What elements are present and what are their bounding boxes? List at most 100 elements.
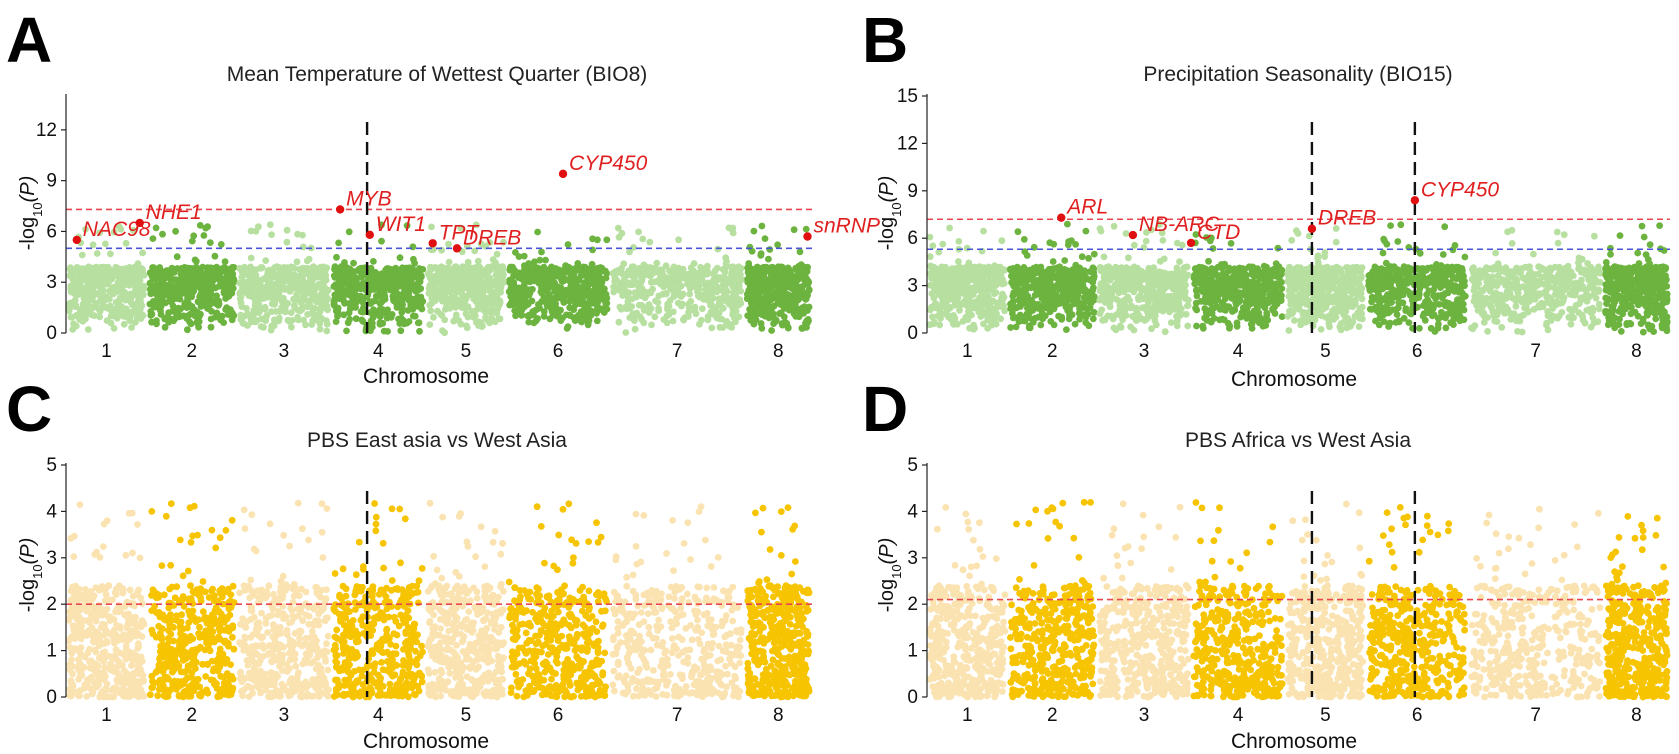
snp-point xyxy=(984,286,992,293)
snp-point xyxy=(1112,264,1120,271)
snp-point xyxy=(398,304,406,312)
snp-point xyxy=(105,277,113,285)
snp-point xyxy=(669,317,677,325)
snp-point xyxy=(953,296,960,304)
snp-point xyxy=(90,289,98,297)
snp-point xyxy=(140,271,148,279)
snp-point xyxy=(654,299,662,306)
snp-point xyxy=(758,324,766,332)
snp-point xyxy=(990,275,997,283)
snp-point xyxy=(696,320,703,328)
snp-point xyxy=(946,303,954,311)
snp-point xyxy=(156,300,164,307)
snp-point xyxy=(726,279,734,287)
snp-point xyxy=(1073,295,1081,303)
snp-point xyxy=(199,282,207,290)
snp-point xyxy=(1082,287,1090,294)
snp-point xyxy=(696,293,704,301)
snp-point xyxy=(229,284,237,292)
snp-point xyxy=(729,229,737,237)
snp-point xyxy=(635,301,643,309)
snp-point xyxy=(120,320,128,328)
snp-point xyxy=(331,265,338,273)
snp-point xyxy=(299,276,307,284)
snp-point xyxy=(457,282,464,290)
snp-point xyxy=(74,289,81,297)
snp-point xyxy=(999,302,1007,309)
snp-point xyxy=(767,269,775,277)
snp-point xyxy=(938,280,946,287)
snp-point xyxy=(359,318,367,325)
snp-point xyxy=(213,292,221,300)
y-tick-label: 6 xyxy=(46,221,57,242)
gene-label: DREB xyxy=(463,226,521,249)
snp-point xyxy=(603,236,611,244)
snp-point xyxy=(256,284,263,292)
snp-point xyxy=(801,303,808,310)
snp-point xyxy=(548,308,556,315)
snp-point xyxy=(196,294,204,301)
snp-point xyxy=(1133,309,1141,317)
snp-point xyxy=(543,302,551,310)
snp-point xyxy=(663,289,670,297)
x-tick-label: 4 xyxy=(373,341,384,362)
snp-point xyxy=(1096,225,1104,233)
snp-point xyxy=(417,285,425,292)
gene-point xyxy=(72,235,81,245)
snp-point xyxy=(253,317,261,324)
gene-label: MYB xyxy=(346,187,392,210)
snp-point xyxy=(615,318,623,326)
snp-point xyxy=(563,325,571,332)
snp-point xyxy=(685,270,693,278)
snp-point xyxy=(287,309,295,316)
snp-point xyxy=(78,251,86,259)
snp-point xyxy=(992,289,1000,296)
snp-point xyxy=(407,278,415,285)
snp-point xyxy=(1040,297,1048,305)
snp-point xyxy=(572,301,579,309)
snp-point xyxy=(1085,322,1093,330)
gene-label: snRNP xyxy=(814,215,881,238)
snp-point xyxy=(147,312,155,319)
snp-point xyxy=(84,326,92,333)
snp-point xyxy=(247,227,255,235)
snp-point xyxy=(1098,280,1105,288)
snp-point xyxy=(122,239,130,247)
snp-point xyxy=(945,294,953,302)
snp-point xyxy=(715,309,723,317)
snp-point xyxy=(778,269,786,276)
gene-point xyxy=(365,230,374,240)
snp-point xyxy=(265,275,273,283)
snp-point xyxy=(932,287,939,295)
snp-point xyxy=(934,312,942,319)
snp-point xyxy=(723,258,730,265)
snp-point xyxy=(762,307,769,315)
snp-point xyxy=(990,264,998,272)
snp-point xyxy=(430,313,437,321)
gene-point xyxy=(558,169,568,179)
snp-point xyxy=(243,305,250,312)
snp-point xyxy=(790,226,798,234)
snp-point xyxy=(204,305,212,312)
snp-point xyxy=(1180,264,1188,272)
snp-point xyxy=(150,264,158,271)
snp-point xyxy=(343,327,350,335)
snp-point xyxy=(1125,254,1132,262)
snp-point xyxy=(638,288,646,296)
snp-point xyxy=(1076,303,1084,311)
snp-point xyxy=(1144,297,1151,304)
snp-point xyxy=(102,240,109,248)
snp-point xyxy=(253,306,260,313)
snp-point xyxy=(1112,295,1120,303)
snp-point xyxy=(655,307,662,315)
snp-point xyxy=(678,302,685,310)
snp-point xyxy=(1122,230,1130,237)
snp-point xyxy=(195,318,203,325)
snp-point xyxy=(334,294,341,302)
snp-point xyxy=(667,282,674,289)
snp-point xyxy=(1070,274,1078,282)
snp-point xyxy=(1146,312,1154,320)
snp-point xyxy=(1205,257,1212,265)
snp-point xyxy=(96,307,104,315)
snp-point xyxy=(1089,274,1097,282)
